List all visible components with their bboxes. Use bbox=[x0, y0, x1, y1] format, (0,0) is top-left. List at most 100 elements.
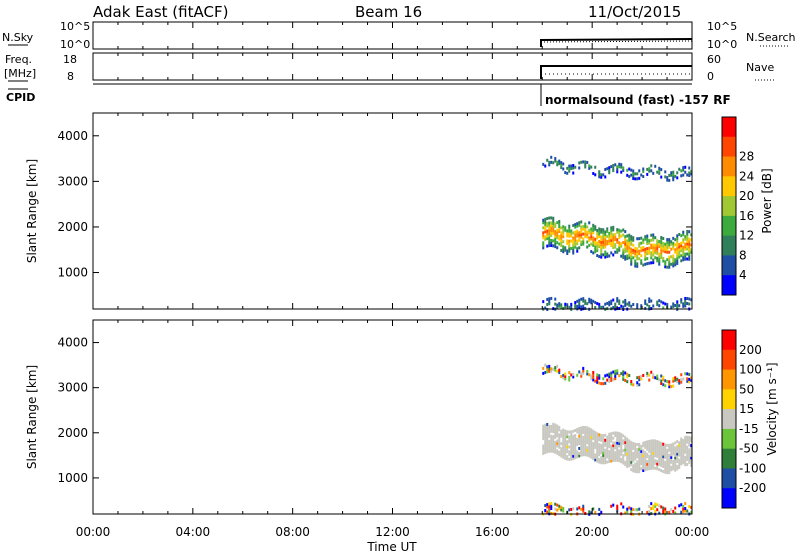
velocity-cell bbox=[576, 455, 579, 459]
power-cell bbox=[556, 163, 559, 167]
velocity-cell bbox=[606, 448, 609, 452]
velocity-cell bbox=[654, 461, 657, 465]
power-cell bbox=[642, 248, 645, 252]
velocity-cell bbox=[642, 449, 645, 453]
power-cell bbox=[558, 237, 561, 241]
velocity-cell bbox=[608, 432, 611, 436]
velocity-cell bbox=[548, 432, 551, 436]
power-cell bbox=[602, 230, 605, 234]
velocity-cell bbox=[568, 378, 571, 382]
velocity-cell bbox=[546, 435, 549, 439]
velocity-cell bbox=[626, 375, 629, 379]
power-cell bbox=[580, 225, 583, 229]
power-cell bbox=[592, 251, 595, 255]
power-cell bbox=[672, 244, 675, 248]
velocity-cell bbox=[670, 385, 673, 389]
velocity-cell bbox=[596, 449, 599, 453]
colorbar-tick-label: 12 bbox=[739, 229, 754, 243]
colorbar-tick-label: 100 bbox=[739, 363, 762, 377]
velocity-cell bbox=[552, 425, 555, 429]
velocity-cell bbox=[648, 378, 651, 382]
velocity-cell bbox=[668, 446, 671, 450]
power-cell bbox=[566, 251, 569, 255]
velocity-cell bbox=[590, 440, 593, 444]
velocity-cell bbox=[608, 457, 611, 461]
velocity-cell bbox=[666, 453, 669, 457]
velocity-cell bbox=[614, 451, 617, 455]
velocity-cell bbox=[690, 453, 693, 457]
power-cell bbox=[638, 249, 641, 253]
power-cell bbox=[590, 229, 593, 233]
velocity-cell bbox=[580, 436, 583, 440]
velocity-cell bbox=[570, 437, 573, 441]
velocity-cell bbox=[548, 429, 551, 433]
velocity-cell bbox=[584, 440, 587, 444]
velocity-cell bbox=[620, 460, 623, 464]
velocity-cell bbox=[610, 374, 613, 378]
power-cell bbox=[558, 224, 561, 228]
power-cell bbox=[594, 173, 597, 177]
power-cell bbox=[634, 252, 637, 256]
velocity-cell bbox=[546, 422, 549, 426]
velocity-cell bbox=[554, 433, 557, 437]
velocity-cell bbox=[660, 451, 663, 455]
velocity-cell bbox=[610, 447, 613, 451]
velocity-cell bbox=[582, 438, 585, 442]
power-cell bbox=[560, 241, 563, 245]
velocity-cell bbox=[626, 462, 629, 466]
velocity-cell bbox=[620, 440, 623, 444]
power-cell bbox=[598, 175, 601, 179]
velocity-cell bbox=[630, 380, 633, 384]
power-cell bbox=[640, 236, 643, 240]
power-cell bbox=[678, 245, 681, 249]
power-cell bbox=[590, 235, 593, 239]
power-cell bbox=[544, 164, 547, 168]
power-cell bbox=[560, 305, 563, 309]
power-cell bbox=[570, 229, 573, 233]
power-cell bbox=[662, 236, 665, 240]
power-cell bbox=[584, 235, 587, 239]
power-cell bbox=[658, 252, 661, 256]
velocity-cell bbox=[614, 377, 617, 381]
velocity-cell bbox=[648, 457, 651, 461]
velocity-cell bbox=[662, 447, 665, 451]
power-cell bbox=[568, 227, 571, 231]
velocity-cell bbox=[546, 367, 549, 371]
velocity-cell bbox=[610, 444, 613, 448]
velocity-cell bbox=[604, 374, 607, 378]
velocity-cell bbox=[666, 451, 669, 455]
velocity-cell bbox=[670, 465, 673, 469]
power-cell bbox=[550, 216, 553, 220]
velocity-cell bbox=[680, 442, 683, 446]
velocity-cell bbox=[602, 458, 605, 462]
velocity-cell bbox=[608, 380, 611, 384]
power-cell bbox=[566, 303, 569, 307]
power-cell bbox=[574, 235, 577, 239]
velocity-cell bbox=[550, 434, 553, 438]
power-cell bbox=[678, 232, 681, 236]
power-cell bbox=[560, 226, 563, 230]
power-cell bbox=[600, 230, 603, 234]
velocity-cell bbox=[600, 448, 603, 452]
power-cell bbox=[554, 235, 557, 239]
velocity-cell bbox=[624, 453, 627, 457]
power-cell bbox=[646, 262, 649, 266]
power-cell bbox=[566, 234, 569, 238]
power-cell bbox=[648, 299, 651, 303]
velocity-cell bbox=[618, 444, 621, 448]
power-cell bbox=[680, 254, 683, 258]
power-cell bbox=[598, 234, 601, 238]
power-cell bbox=[634, 177, 637, 181]
velocity-cell bbox=[578, 437, 581, 441]
power-cell bbox=[588, 297, 591, 301]
velocity-cell bbox=[550, 449, 553, 453]
power-cell bbox=[676, 251, 679, 255]
colorbar-swatch bbox=[722, 330, 736, 351]
velocity-cell bbox=[640, 444, 643, 448]
power-cell bbox=[660, 300, 663, 304]
y-tick-label: 2000 bbox=[57, 426, 88, 440]
velocity-cell bbox=[634, 450, 637, 454]
velocity-cell bbox=[614, 458, 617, 462]
velocity-cell bbox=[592, 452, 595, 456]
velocity-cell bbox=[574, 446, 577, 450]
